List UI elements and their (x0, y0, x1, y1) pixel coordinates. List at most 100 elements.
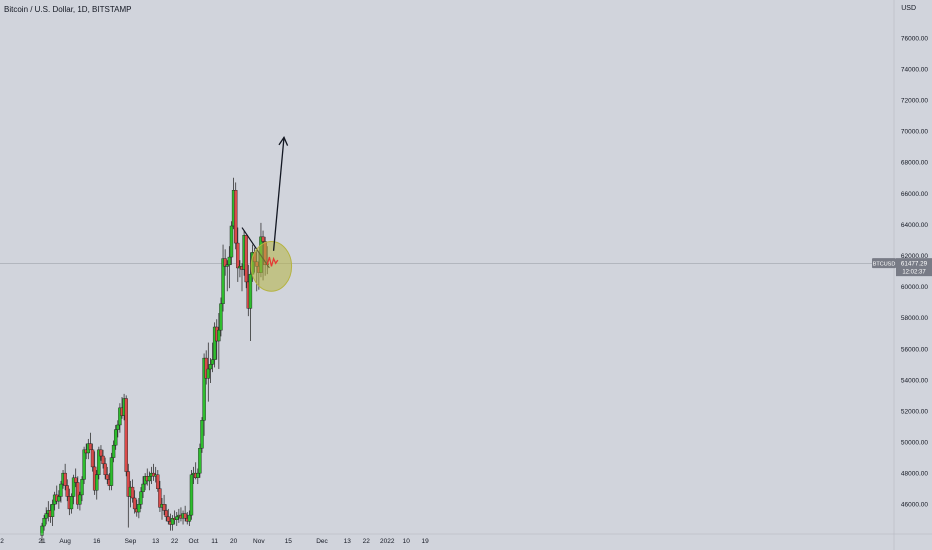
x-tick-label: 22 (363, 538, 371, 545)
candle-body (111, 444, 116, 458)
candle (244, 235, 248, 289)
symbol-tag-label: BTCUSD (873, 262, 896, 268)
candle (69, 493, 74, 514)
currency-label: USD (901, 5, 916, 12)
candle-body (57, 496, 61, 502)
chart-title: Bitcoin / U.S. Dollar, 1D, BITSTAMP (4, 5, 132, 14)
candle (71, 474, 76, 505)
candle (196, 468, 200, 485)
x-tick-label: 2022 (380, 538, 395, 545)
y-tick-label: 64000.00 (901, 222, 928, 229)
candle-body (183, 513, 187, 519)
candle-body (90, 449, 95, 468)
candle-body (71, 477, 76, 497)
candle-body (166, 516, 171, 522)
x-tick-label: 10 (403, 538, 411, 545)
candle (44, 507, 48, 525)
candle-body (113, 429, 118, 446)
candle (116, 420, 120, 438)
candle (202, 353, 206, 436)
candle-body (229, 225, 234, 258)
y-tick-label: 46000.00 (901, 502, 928, 509)
candle (111, 440, 116, 463)
candle-body (124, 398, 128, 472)
y-tick-label: 74000.00 (901, 66, 928, 73)
candle (210, 342, 215, 373)
candle (57, 490, 61, 509)
candle-body (158, 488, 162, 508)
candle-body (141, 483, 145, 493)
candle (162, 494, 166, 516)
candle-body (88, 443, 93, 451)
candle-body (206, 368, 211, 379)
candle-body (126, 471, 131, 497)
candle-body (198, 448, 202, 474)
candle-body (189, 474, 194, 516)
symbol-tag-bg (872, 258, 896, 269)
candle-body (175, 516, 179, 520)
x-tick-label: 16 (93, 538, 101, 545)
candle-body (116, 424, 120, 430)
candle (95, 470, 99, 500)
candle (164, 504, 168, 522)
candle-body (156, 474, 160, 489)
x-tick-label: 15 (285, 538, 293, 545)
x-tick-label: Nov (253, 538, 265, 545)
candle-body (210, 359, 215, 365)
candle (223, 249, 227, 276)
candle-body (200, 420, 204, 449)
candle-body (69, 496, 74, 510)
candle (76, 476, 80, 509)
candle (212, 322, 217, 368)
candle (99, 445, 103, 461)
candle (183, 505, 187, 522)
candle (204, 350, 208, 385)
candle (141, 476, 145, 499)
price-tag-countdown: 12:02:37 (902, 270, 926, 276)
candle (219, 297, 223, 337)
candle (101, 449, 105, 469)
candle (166, 508, 171, 525)
candle (118, 403, 122, 433)
candle (73, 468, 78, 488)
candle-body (261, 236, 265, 242)
candle (82, 446, 86, 485)
candle-body (233, 190, 238, 244)
candle-body (162, 504, 166, 511)
candle-body (63, 472, 67, 486)
candle-body (227, 256, 232, 266)
candle-body (130, 486, 135, 499)
candle-body (59, 483, 63, 497)
candle-body (118, 407, 122, 426)
candle-body (105, 474, 109, 480)
candle-body (225, 264, 229, 267)
candle (175, 512, 179, 526)
candle-body (132, 497, 137, 510)
x-tick-label: Oct (189, 538, 199, 545)
candle-body (221, 258, 225, 304)
x-tick-label: Dec (316, 538, 328, 545)
price-tag-value: 61477.29 (901, 261, 928, 268)
candle (248, 252, 253, 342)
candle-body (44, 513, 48, 519)
candle (103, 457, 107, 480)
candle (227, 246, 232, 289)
candle (63, 463, 67, 491)
candle (42, 515, 46, 531)
y-tick-label: 70000.00 (901, 129, 928, 136)
candle-body (97, 449, 101, 475)
candle-body (217, 329, 221, 342)
candle (105, 466, 109, 485)
x-tick-label: 22 (171, 538, 179, 545)
candle-body (103, 463, 107, 475)
candle (132, 490, 137, 514)
candle (109, 452, 114, 491)
candle (158, 480, 162, 513)
candle (147, 471, 152, 491)
projection-arrow (272, 137, 285, 251)
candle (80, 476, 84, 502)
y-tick-label: 60000.00 (901, 284, 928, 291)
y-tick-label: 56000.00 (901, 346, 928, 353)
